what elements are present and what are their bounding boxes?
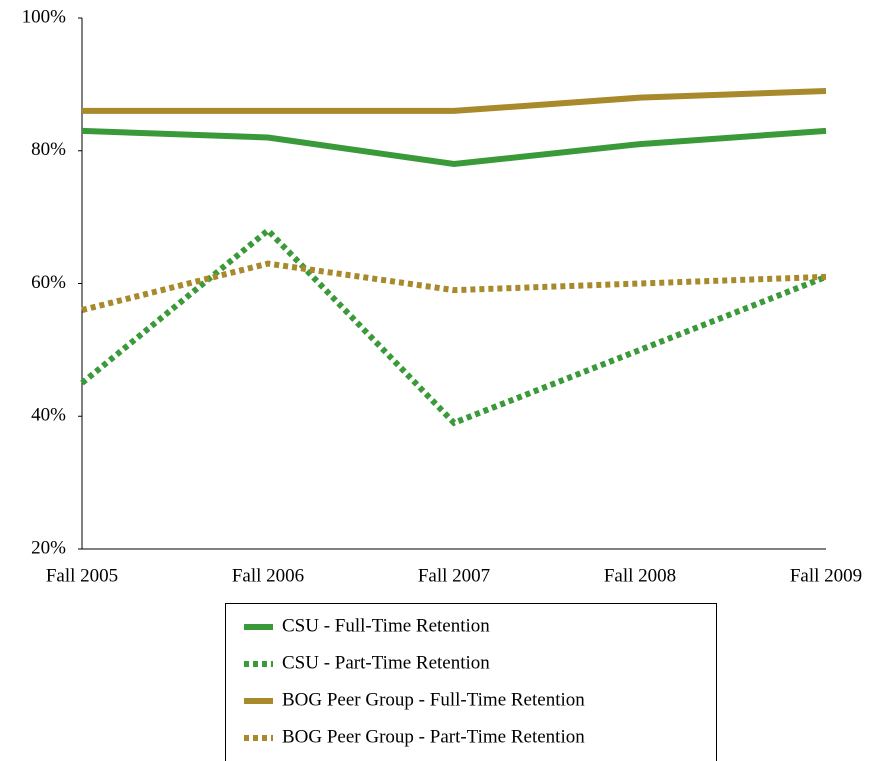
- x-tick-label: Fall 2009: [790, 565, 862, 586]
- x-tick-label: Fall 2006: [232, 565, 304, 586]
- x-tick-label: Fall 2005: [46, 565, 118, 586]
- y-tick-label: 100%: [22, 6, 67, 27]
- y-tick-label: 80%: [31, 139, 66, 160]
- legend-label: BOG Peer Group - Full-Time Retention: [282, 689, 585, 710]
- series-line: [81, 260, 827, 313]
- x-tick-label: Fall 2007: [418, 565, 490, 586]
- legend-label: CSU - Part-Time Retention: [282, 652, 490, 673]
- y-tick-label: 60%: [31, 272, 66, 293]
- x-tick-label: Fall 2008: [604, 565, 676, 586]
- legend-label: BOG Peer Group - Part-Time Retention: [282, 726, 585, 747]
- y-tick-label: 40%: [31, 405, 66, 426]
- series-line: [82, 88, 827, 114]
- legend-box: [225, 603, 717, 761]
- y-tick-label: 20%: [31, 537, 66, 558]
- series-line: [81, 127, 827, 168]
- series-line: [80, 226, 828, 427]
- legend-label: CSU - Full-Time Retention: [282, 615, 490, 636]
